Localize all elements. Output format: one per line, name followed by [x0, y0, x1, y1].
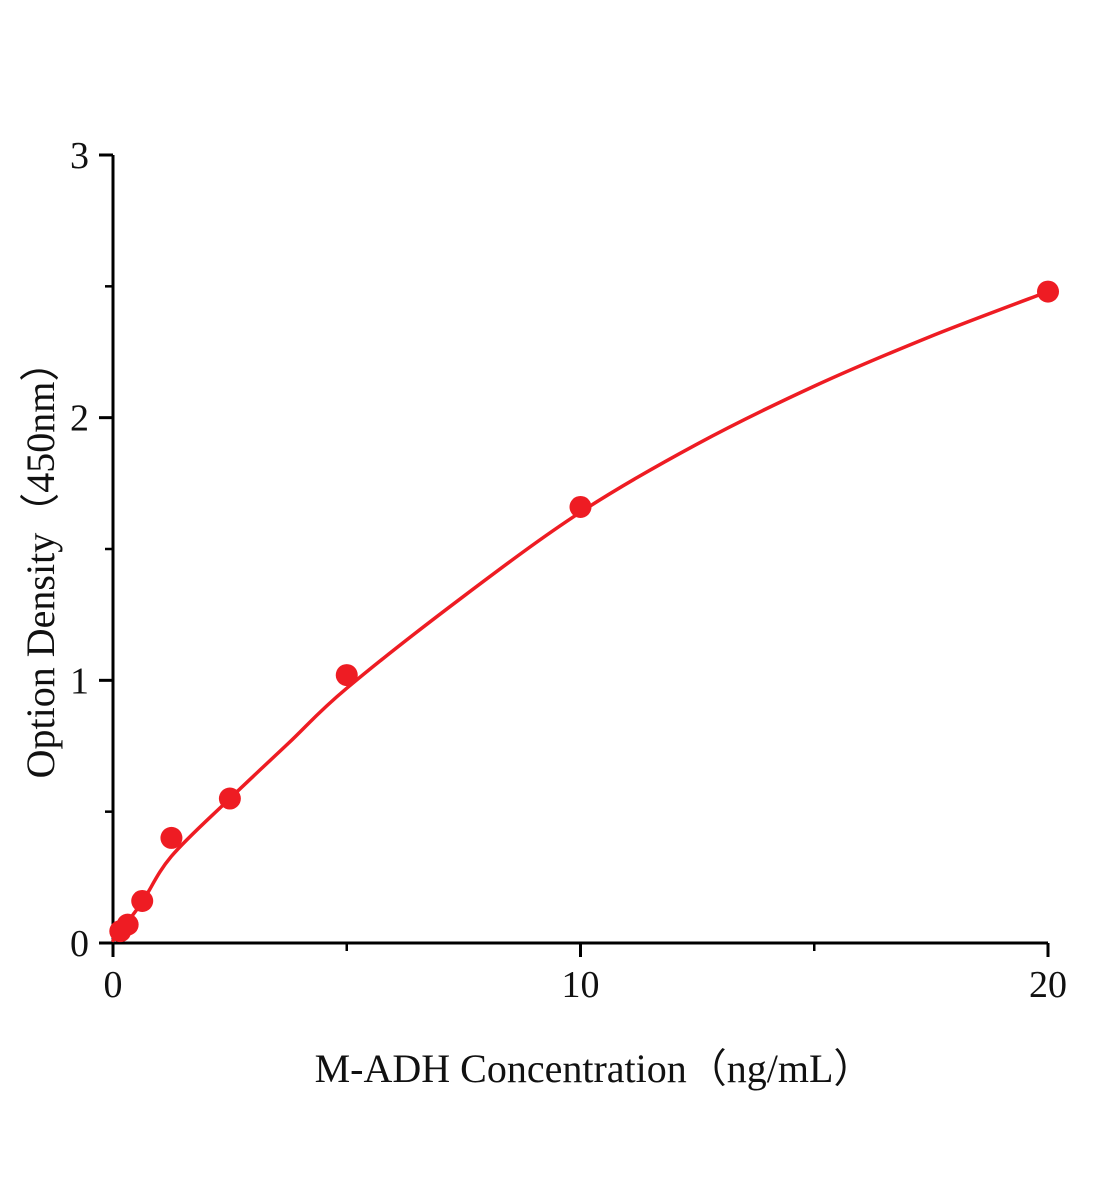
- data-point: [218, 787, 241, 810]
- y-axis-title: Option Density（450nm）: [18, 341, 63, 779]
- y-tick-label: 2: [70, 398, 89, 440]
- axes: [111, 155, 1048, 945]
- x-tick-label: 20: [1029, 964, 1067, 1006]
- y-tick-label: 0: [70, 923, 89, 965]
- y-tick-label: 3: [70, 135, 89, 177]
- x-axis-title: M-ADH Concentration（ng/mL）: [314, 1046, 874, 1091]
- x-tick-label: 10: [562, 964, 600, 1006]
- data-point: [116, 913, 139, 936]
- data-point: [569, 495, 592, 518]
- data-point: [1037, 280, 1059, 303]
- fit-curve: [111, 289, 1050, 943]
- x-tick-label: 0: [104, 964, 123, 1006]
- data-point: [160, 826, 183, 849]
- y-tick-label: 1: [70, 660, 89, 702]
- data-point: [335, 664, 358, 687]
- data-point: [131, 889, 154, 912]
